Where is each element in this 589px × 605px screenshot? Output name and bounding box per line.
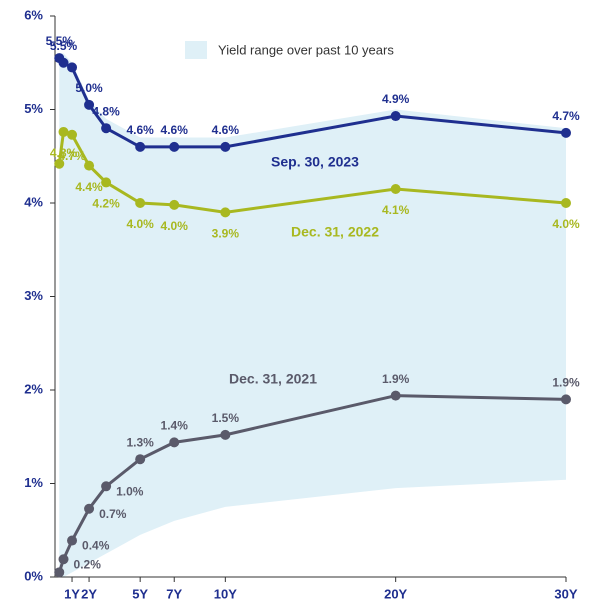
point [67,62,78,73]
point [561,198,571,208]
point [220,429,231,440]
x-tick-label: 7Y [166,586,182,601]
value-label: 4.8% [50,146,78,160]
point [101,123,112,134]
point [58,57,69,68]
value-label: 4.6% [126,123,154,137]
value-label: 4.8% [92,104,120,118]
value-label: 0.2% [74,557,102,571]
point [58,126,69,137]
value-label: 1.3% [126,435,154,449]
point [84,160,95,171]
y-tick-label: 6% [24,7,43,22]
value-label: 4.9% [382,92,410,106]
value-label: 1.9% [552,376,580,390]
y-tick-label: 4% [24,194,43,209]
point [169,141,180,152]
x-tick-label: 1Y [64,586,80,601]
point [390,390,401,401]
value-label: 5.5% [46,34,74,48]
x-tick-label: 2Y [81,586,97,601]
point [220,141,231,152]
value-label: 4.0% [161,219,189,233]
x-tick-label: 30Y [554,586,577,601]
y-tick-label: 0% [24,568,43,583]
point [390,111,401,122]
value-label: 3.9% [212,227,240,241]
point [54,567,65,578]
series-line [57,394,567,573]
point [169,199,180,210]
point [135,454,146,465]
legend-swatch [185,41,207,59]
value-label: 4.2% [92,197,120,211]
x-tick-label: 10Y [214,586,237,601]
value-label: 4.1% [382,203,410,217]
value-label: 5.5% [50,39,78,53]
y-tick-label: 2% [24,381,43,396]
point [101,177,112,188]
value-label: 0.7% [99,507,127,521]
point [390,183,401,194]
y-tick-label: 1% [24,475,43,490]
y-tick-label: 5% [24,101,43,116]
point [58,554,69,565]
legend-label: Yield range over past 10 years [218,42,394,57]
value-label: 5.0% [75,81,103,95]
value-label: 4.0% [552,217,580,231]
point [220,207,231,218]
x-tick-label: 5Y [132,586,148,601]
point [84,99,95,110]
value-label: 4.6% [161,123,189,137]
point [54,158,65,169]
value-label: 4.6% [212,123,240,137]
value-label: 4.4% [75,180,103,194]
value-label: 1.5% [212,411,240,425]
x-tick-label: 20Y [384,586,407,601]
value-label: 1.9% [382,372,410,386]
point [135,141,146,152]
point [169,437,180,448]
range-band [59,53,567,577]
point [135,198,146,208]
value-label: 1.4% [161,419,189,433]
series-name: Sep. 30, 2023 [271,154,359,170]
series-name: Dec. 31, 2022 [291,224,379,240]
point [67,535,78,546]
point [561,394,571,405]
value-label: 4.0% [126,217,154,231]
value-label: 1.0% [116,484,144,498]
value-label: 4.7% [58,149,86,163]
value-label: 0.4% [82,539,110,553]
y-tick-label: 3% [24,288,43,303]
series-name: Dec. 31, 2021 [229,371,317,387]
point [67,129,78,140]
point [84,503,95,514]
value-label: 4.7% [552,109,580,123]
point [101,481,112,492]
point [561,127,571,138]
